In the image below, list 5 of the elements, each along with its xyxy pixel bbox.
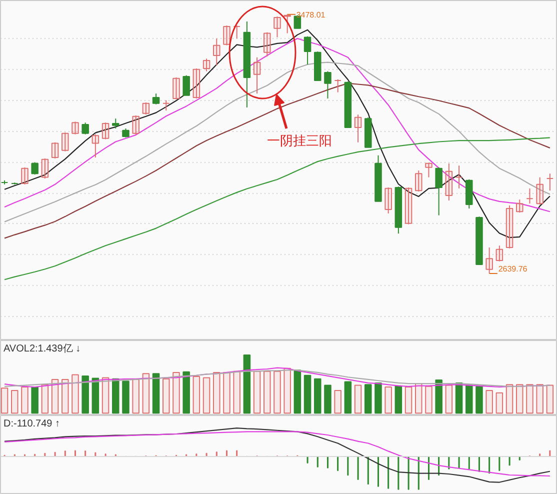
annotation: 一阴挂三阳	[267, 133, 332, 148]
chart-title: AVOL2:1.439亿 ↓	[4, 344, 81, 354]
chart-title: D:-110.749 ↑	[4, 418, 60, 430]
annotation: 2639.76	[498, 264, 528, 274]
annotation: 3478.01	[296, 10, 326, 20]
